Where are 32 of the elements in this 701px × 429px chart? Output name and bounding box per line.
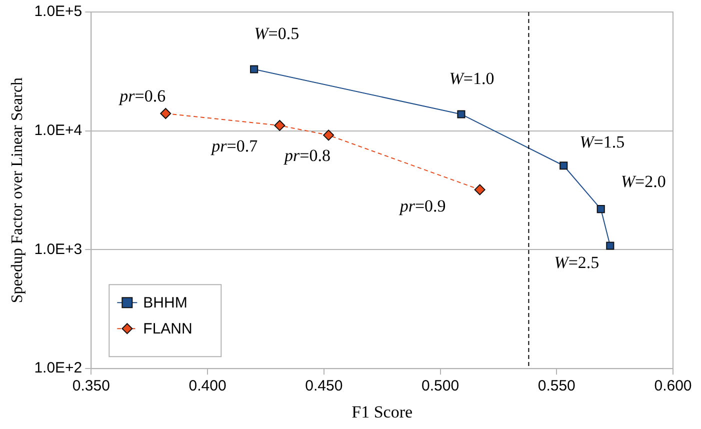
point (596, 204, 605, 214)
y-tick-label: 1.0E+3 (34, 240, 82, 258)
annotation: pr=0.6 (118, 86, 166, 106)
x-tick-label: 0.500 (421, 378, 460, 395)
point (560, 162, 568, 170)
y-axis-title: Speedup Factor over Linear Search (8, 77, 26, 304)
y-tick-label: 1.0E+5 (34, 3, 82, 20)
annotation: W=1.5 (580, 132, 625, 152)
point (606, 242, 614, 250)
x-tick-label: 0.350 (72, 378, 110, 395)
annotation: pr=0.7 (210, 136, 258, 156)
y-tick-label: 1.0E+4 (34, 122, 82, 140)
point (250, 65, 258, 74)
annotation: W=0.5 (254, 24, 300, 44)
point (160, 108, 172, 119)
point (457, 110, 466, 118)
annotation: W=2.0 (620, 172, 666, 192)
x-axis-title: F1 Score (352, 402, 413, 422)
y-tick-label: 1.0E+2 (34, 360, 82, 377)
legend-label: BHHM (143, 294, 188, 312)
point (323, 130, 334, 141)
annotation: pr=0.9 (398, 196, 446, 216)
annotation: W=1.0 (449, 69, 494, 88)
legend-label: FLANN (143, 320, 192, 338)
annotation: pr=0.8 (284, 146, 331, 166)
x-tick-label: 0.550 (538, 378, 576, 395)
point (274, 120, 286, 131)
annotation: W=2.5 (554, 252, 600, 272)
point (474, 184, 486, 196)
x-tick-label: 0.450 (305, 378, 343, 395)
x-tick-label: 0.400 (188, 378, 226, 395)
x-tick-label: 0.600 (654, 378, 692, 395)
